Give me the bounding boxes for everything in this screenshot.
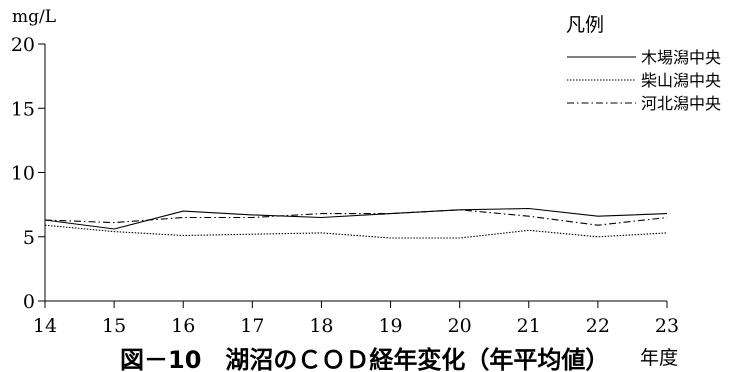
legend-label-2: 柴山潟中央 — [641, 71, 721, 90]
legend-label-3: 河北潟中央 — [641, 94, 721, 113]
x-tick-label: 15 — [102, 315, 126, 337]
y-tick-label: 5 — [23, 227, 35, 249]
series-lines — [44, 207, 668, 239]
legend-label-1: 木場潟中央 — [641, 48, 721, 67]
series-line-3 — [44, 209, 668, 226]
y-tick-label: 15 — [11, 98, 35, 120]
x-axis-label: 年度 — [640, 347, 678, 369]
x-tick-label: 21 — [517, 315, 541, 337]
x-tick-label: 16 — [171, 315, 195, 337]
x-tick-label: 19 — [378, 315, 402, 337]
legend-title: 凡例 — [566, 14, 604, 36]
y-ticks: 0 5 10 15 20 — [11, 34, 45, 313]
series-line-1 — [44, 207, 668, 230]
x-tick-label: 17 — [240, 315, 264, 337]
x-tick-label: 23 — [655, 315, 679, 337]
y-tick-label: 10 — [11, 163, 35, 185]
x-tick-label: 20 — [448, 315, 472, 337]
y-tick-label: 20 — [11, 34, 35, 56]
x-tick-label: 18 — [309, 315, 333, 337]
chart-title: 図－10 湖沼のＣＯＤ経年変化（年平均値） — [120, 346, 609, 372]
x-tick-label: 22 — [586, 315, 610, 337]
x-ticks: 14 15 16 17 18 19 20 21 22 23 — [33, 301, 679, 337]
x-tick-label: 14 — [33, 315, 57, 337]
y-tick-label: 0 — [23, 291, 35, 313]
y-axis-unit-label: mg/L — [12, 7, 56, 27]
series-line-2 — [44, 224, 668, 239]
